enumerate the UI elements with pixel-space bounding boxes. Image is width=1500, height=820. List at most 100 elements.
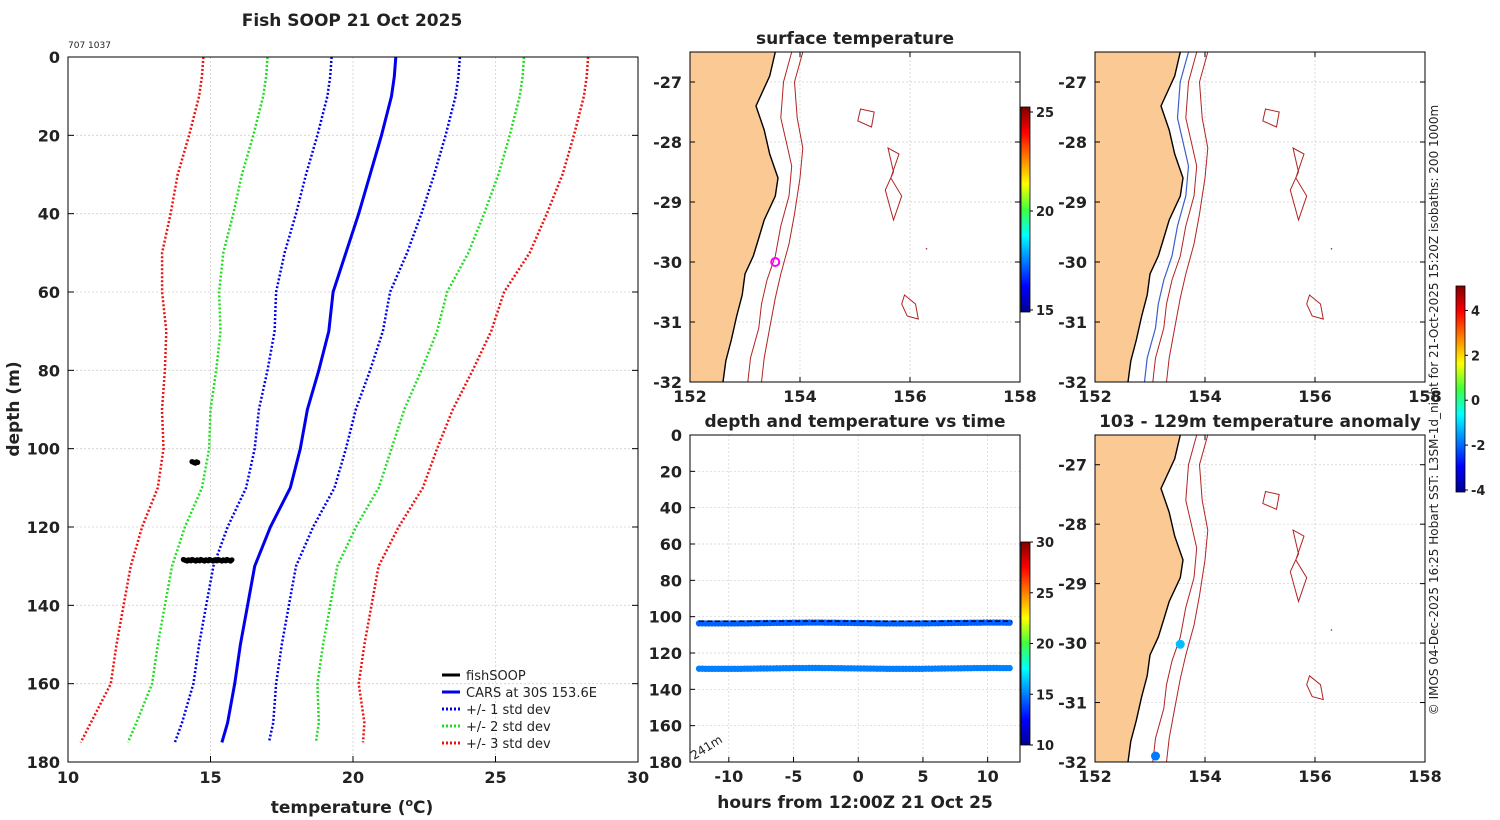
- std1-upper-line: [267, 57, 462, 743]
- isobath-1000m: [1166, 52, 1209, 382]
- time-frame: [689, 434, 1021, 763]
- time-ytick-label: 100: [649, 608, 682, 627]
- map-xtick-label: 154: [1188, 387, 1221, 406]
- seamount-isobath: [1262, 490, 1280, 511]
- legend-label-std2: +/- 2 std dev: [466, 720, 551, 735]
- land: [690, 52, 778, 382]
- surface-temperature-title: surface temperature: [756, 29, 954, 49]
- profile-ytick-label: 120: [27, 518, 60, 537]
- profile-panel: 10 15 20 25 30 0 20 40 60 80 100 120 140 160 180 tempe…: [4, 48, 649, 818]
- profile-ytick-label: 160: [27, 675, 60, 694]
- colorbar-tick-label: 20: [1036, 205, 1054, 220]
- isobath-1000m: [1166, 435, 1209, 762]
- profile-ytick-label: 40: [38, 205, 60, 224]
- sst-colorbar-ramp: [1020, 106, 1031, 313]
- map-xtick-label: 152: [673, 387, 706, 406]
- profile-ytick-label: 0: [49, 48, 60, 67]
- time-ytick-label: 140: [649, 680, 682, 699]
- map-xtick-label: 156: [1298, 767, 1331, 786]
- profile-xtick-label: 30: [627, 768, 649, 787]
- profile-xtick-label: 25: [484, 768, 506, 787]
- seamount-isobath: [884, 147, 903, 222]
- profile-grid: [67, 56, 639, 763]
- map-xtick-label: 152: [1078, 387, 1111, 406]
- time-ytick-label: 40: [660, 499, 682, 518]
- map-ytick-label: -27: [653, 73, 682, 92]
- profile-ytick-label: 100: [27, 440, 60, 459]
- map-ytick-label: -29: [653, 193, 682, 212]
- time-bands: [695, 619, 1013, 672]
- map-xtick-label: 158: [1408, 767, 1441, 786]
- time-ytick-label: 20: [660, 462, 682, 481]
- seamount-dot: [1330, 248, 1333, 250]
- map-ytick-label: -31: [1058, 694, 1087, 713]
- time-point: [1006, 619, 1013, 626]
- time-xtick-label: -10: [714, 767, 743, 786]
- map-ytick-label: -28: [1058, 133, 1087, 152]
- figure-id-text: 707 1037: [68, 41, 111, 51]
- anomaly-point: [1175, 639, 1185, 649]
- map-content: [690, 52, 1020, 382]
- colorbar-tick-label: 25: [1036, 587, 1054, 602]
- time-xlabel: hours from 12:00Z 21 Oct 25: [717, 793, 993, 813]
- track-map: 152 154 156 158 -27 -28 -29 -30 -31 -32: [1058, 51, 1442, 406]
- isobath-1000m: [761, 52, 804, 382]
- map-ytick-label: -30: [653, 253, 682, 272]
- surface-temperature-map: 152 154 156 158 -27 -28 -29 -30 -31 -32: [653, 51, 1037, 406]
- land: [1095, 435, 1183, 762]
- map-content: [1095, 435, 1425, 762]
- map-ytick-label: -29: [1058, 575, 1087, 594]
- seamount-isobath: [1306, 294, 1324, 320]
- time-ytick-label: 160: [649, 717, 682, 736]
- time-ytick-label: 120: [649, 644, 682, 663]
- isobath-200m: [747, 52, 793, 382]
- std1-lower-line: [173, 57, 333, 743]
- map-frame: [689, 51, 1021, 383]
- cars-mean-line: [220, 57, 398, 743]
- fish-point: [229, 557, 235, 563]
- coastline: [722, 52, 779, 382]
- seamount-isobath: [1262, 108, 1280, 128]
- time-title: depth and temperature vs time: [705, 412, 1006, 432]
- profile-ytick-label: 80: [38, 361, 60, 380]
- profile-legend: fishSOOP CARS at 30S 153.6E +/- 1 std de…: [442, 669, 597, 752]
- profile-lines: [79, 57, 590, 743]
- colorbar-tick-label: 30: [1036, 536, 1054, 551]
- colorbar-tick-label: 10: [1036, 739, 1054, 754]
- map-xtick-label: 154: [1188, 767, 1221, 786]
- std2-lower-line: [126, 57, 269, 743]
- std2-upper-line: [314, 57, 526, 743]
- temperature-anomaly-map: 152 154 156 158 -27 -28 -29 -30 -31 -32: [1058, 434, 1442, 786]
- map-ytick-label: -32: [1058, 753, 1087, 772]
- time-ytick-label: 0: [671, 426, 682, 445]
- track-line: [1143, 52, 1190, 382]
- seamount-dot: [1330, 629, 1333, 631]
- seamount-isobath: [1306, 674, 1324, 701]
- map-ytick-label: -28: [653, 133, 682, 152]
- map-frame: [1094, 51, 1426, 383]
- colorbar-tick-label: -4: [1471, 484, 1485, 499]
- colorbar-tick-label: 0: [1471, 394, 1480, 409]
- map-ytick-label: -32: [653, 373, 682, 392]
- footer-credit: © IMOS 04-Dec-2025 16:25 Hobart SST: L3S…: [1427, 105, 1441, 716]
- seamount-dot: [925, 248, 928, 250]
- profile-xlabel: temperature (oC): [271, 796, 434, 818]
- anomaly-point: [1151, 751, 1160, 761]
- seamount-isobath: [1289, 529, 1308, 604]
- time-xtick-label: 0: [853, 767, 864, 786]
- coastline: [1127, 52, 1184, 382]
- map-xtick-label: 154: [783, 387, 816, 406]
- map-ytick-label: -28: [1058, 515, 1087, 534]
- profile-ticks: 10 15 20 25 30 0 20 40 60 80 100 120 140 160 180: [27, 48, 650, 787]
- isobath-200m: [1152, 52, 1198, 382]
- seamount-isobath: [857, 108, 875, 128]
- sst-colorbar: 15 20 25: [1020, 106, 1054, 319]
- time-colorbar-ramp: [1020, 541, 1031, 746]
- profile-xtick-label: 20: [342, 768, 364, 787]
- seamount-isobath: [1289, 147, 1308, 222]
- map-xtick-label: 156: [893, 387, 926, 406]
- profile-ylabel: depth (m): [4, 361, 24, 456]
- fish-point: [195, 459, 201, 465]
